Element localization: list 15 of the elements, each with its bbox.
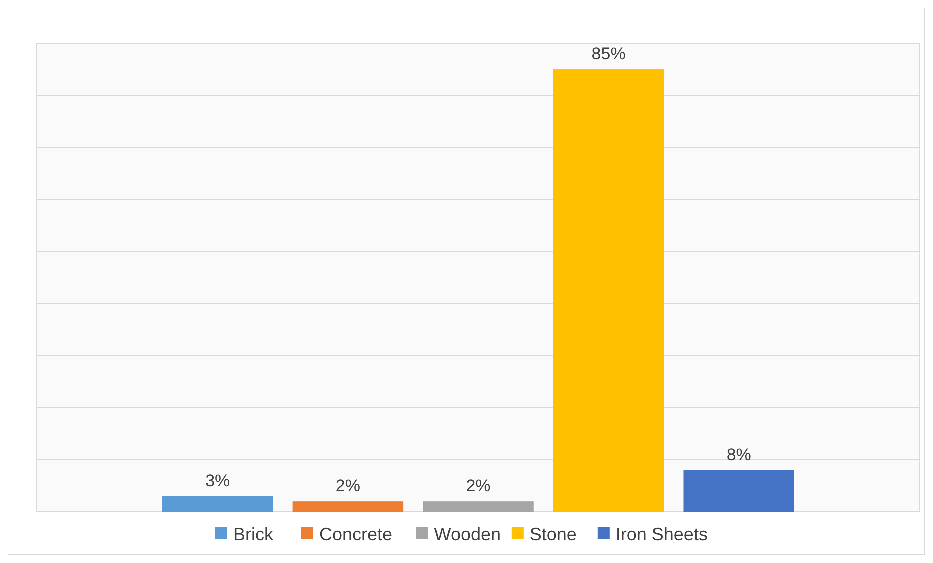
legend-label: Concrete — [320, 524, 393, 544]
bar — [553, 70, 664, 512]
bar — [423, 502, 534, 512]
data-label: 3% — [206, 471, 230, 490]
bar — [162, 496, 274, 512]
bar — [292, 502, 404, 512]
data-label: 2% — [336, 476, 360, 496]
data-label: 85% — [592, 44, 626, 64]
legend-label: Stone — [530, 524, 577, 544]
legend-label: Iron Sheets — [616, 524, 708, 544]
legend-label: Wooden — [434, 524, 502, 544]
legend-label: Brick — [234, 524, 274, 544]
bar — [684, 470, 794, 512]
data-label: 8% — [726, 445, 752, 464]
data-label: 2% — [466, 476, 491, 496]
